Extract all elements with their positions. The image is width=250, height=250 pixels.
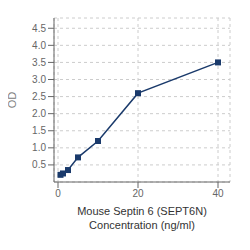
svg-text:2.5: 2.5 bbox=[32, 91, 46, 102]
svg-text:2.0: 2.0 bbox=[32, 108, 46, 119]
svg-text:1.5: 1.5 bbox=[32, 125, 46, 136]
svg-text:3.0: 3.0 bbox=[32, 74, 46, 85]
html-text:Concentration (ng/ml): Concentration (ng/ml) bbox=[89, 219, 195, 231]
html-text:Mouse Septin 6 (SEPT6N): Mouse Septin 6 (SEPT6N) bbox=[77, 205, 207, 217]
svg-text:4.5: 4.5 bbox=[32, 23, 46, 34]
svg-text:3.5: 3.5 bbox=[32, 57, 46, 68]
svg-text:20: 20 bbox=[132, 188, 144, 199]
svg-text:OD: OD bbox=[8, 92, 18, 109]
svg-text:40: 40 bbox=[212, 188, 224, 199]
svg-text:4.0: 4.0 bbox=[32, 40, 46, 51]
svg-text:0.5: 0.5 bbox=[32, 159, 46, 170]
svg-text:1.0: 1.0 bbox=[32, 142, 46, 153]
svg-text:0: 0 bbox=[55, 188, 61, 199]
